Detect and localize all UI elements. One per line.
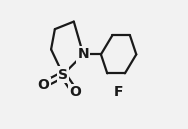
Text: O: O bbox=[38, 78, 49, 92]
Text: N: N bbox=[77, 47, 89, 61]
Text: S: S bbox=[58, 68, 68, 82]
Text: F: F bbox=[114, 85, 123, 99]
Text: O: O bbox=[69, 85, 81, 99]
